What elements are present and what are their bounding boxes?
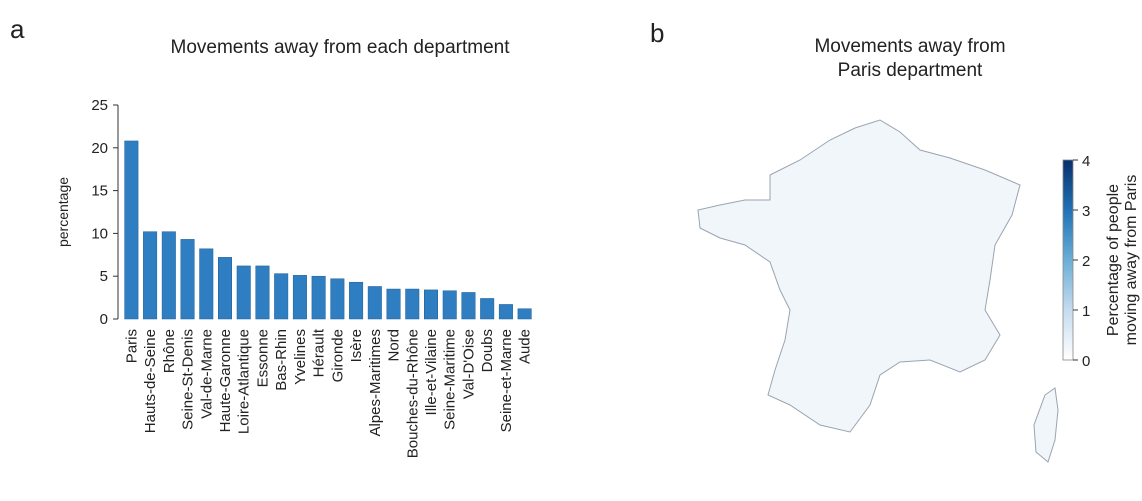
bar [124, 140, 139, 320]
x-tick-label: Seine-et-Marne [498, 329, 515, 432]
x-tick-label: Val-de-Marne [198, 329, 215, 419]
x-tick-label: Bouches-du-Rhône [404, 329, 421, 458]
y-tick-label: 5 [100, 268, 108, 285]
x-tick-label: Hérault [311, 328, 328, 377]
bar [442, 290, 457, 320]
bar [461, 292, 476, 320]
x-tick-label: Isère [348, 329, 365, 362]
bar [498, 304, 513, 320]
corsica-outline [1033, 387, 1059, 463]
x-tick-label: Gironde [329, 329, 346, 382]
colorbar-label: moving away from Paris [1123, 175, 1140, 346]
bar [143, 231, 158, 320]
x-tick-label: Doubs [479, 329, 496, 372]
bar [311, 275, 326, 320]
panel-label: b [650, 18, 664, 48]
bar [424, 289, 438, 320]
france-outline [697, 119, 1021, 433]
x-tick-label: Aude [517, 329, 534, 364]
y-tick-label: 15 [91, 183, 108, 200]
y-tick-label: 0 [100, 311, 108, 328]
bar [236, 265, 251, 320]
x-tick-label: Hauts-de-Seine [142, 329, 159, 433]
x-tick-label: Haute-Garonne [217, 329, 234, 432]
y-tick-label: 25 [91, 97, 108, 114]
colorbar-tick-label: 0 [1082, 353, 1090, 370]
x-tick-label: Yvelines [292, 329, 309, 385]
bar [367, 286, 382, 320]
bar [199, 248, 214, 320]
x-tick-label: Nord [386, 329, 403, 362]
bar [405, 288, 420, 320]
colorbar [1062, 159, 1074, 361]
bar [480, 298, 495, 320]
bar [386, 288, 401, 320]
bar [218, 257, 232, 320]
map-title: Paris department [838, 60, 983, 81]
x-tick-label: Alpes-Maritimes [367, 329, 384, 437]
bar [292, 275, 307, 320]
chart-title: Movements away from each department [171, 37, 511, 58]
x-tick-label: Seine-St-Denis [180, 329, 197, 430]
bar [255, 265, 270, 320]
x-tick-label: Loire-Atlantique [236, 329, 253, 434]
x-tick-label: Essonne [254, 329, 271, 387]
colorbar-tick-label: 2 [1082, 253, 1090, 270]
x-tick-label: Seine-Maritime [442, 329, 459, 430]
colorbar-tick-label: 4 [1082, 153, 1090, 170]
colorbar-label: Percentage of people [1105, 184, 1122, 336]
colorbar-tick-label: 3 [1082, 203, 1090, 220]
x-tick-label: Val-D'Oise [460, 329, 477, 399]
map-title: Movements away from [814, 36, 1005, 57]
y-tick-label: 10 [91, 225, 108, 242]
y-axis-label: percentage [55, 177, 71, 247]
x-tick-label: Bas-Rhin [273, 329, 290, 391]
x-tick-label: Ille-et-Vilaine [423, 329, 440, 415]
bar [349, 281, 364, 320]
bar [330, 278, 345, 320]
y-tick-label: 20 [91, 140, 108, 157]
bar [274, 273, 289, 320]
bar [161, 231, 176, 320]
colorbar-tick-label: 1 [1082, 303, 1090, 320]
bar [517, 308, 532, 320]
x-tick-label: Rhône [161, 329, 178, 373]
x-tick-label: Paris [123, 329, 140, 363]
panel-label: a [10, 14, 25, 44]
bar [180, 239, 195, 320]
